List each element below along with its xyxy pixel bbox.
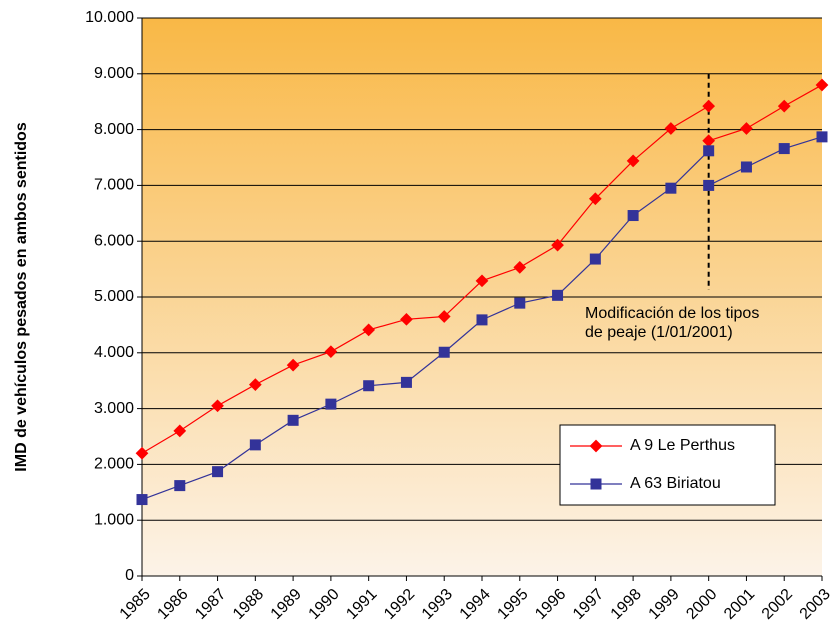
- x-tick-label: 1994: [457, 586, 494, 623]
- legend-box: [559, 424, 776, 506]
- point: [627, 210, 639, 222]
- point: [552, 289, 564, 301]
- x-tick-label: 1993: [419, 586, 456, 623]
- legend-marker: [590, 478, 602, 490]
- x-tick-label: 1998: [608, 586, 645, 623]
- point: [211, 399, 224, 413]
- x-tick-label: 1991: [343, 586, 380, 623]
- point: [174, 480, 186, 492]
- x-tick-label: 1995: [494, 586, 531, 623]
- point: [173, 424, 187, 438]
- y-tick-label: 7.000: [94, 177, 134, 194]
- point: [212, 466, 224, 478]
- series-line: [141, 136, 823, 501]
- point: [740, 161, 752, 173]
- point: [286, 358, 300, 372]
- point: [287, 414, 299, 426]
- x-tick-label: 1990: [306, 586, 343, 623]
- y-tick-label: 10.000: [85, 9, 134, 26]
- point: [324, 345, 338, 359]
- legend-label: A 9 Le Perthus: [630, 437, 735, 454]
- x-tick-label: 2003: [797, 586, 834, 623]
- point: [778, 143, 790, 155]
- point: [476, 314, 488, 326]
- y-tick-label: 8.000: [94, 121, 134, 138]
- x-tick-label: 1999: [646, 586, 683, 623]
- y-tick-label: 3.000: [94, 400, 134, 417]
- point: [135, 446, 149, 460]
- x-tick-label: 2000: [683, 586, 720, 623]
- y-tick-label: 0: [125, 567, 134, 584]
- point: [589, 253, 601, 265]
- point: [703, 145, 715, 157]
- point: [475, 274, 489, 288]
- x-tick-label: 1997: [570, 586, 607, 623]
- y-tick-label: 5.000: [94, 288, 134, 305]
- point: [363, 380, 375, 392]
- x-tick-label: 1986: [154, 586, 191, 623]
- y-tick-label: 2.000: [94, 456, 134, 473]
- point: [665, 182, 677, 194]
- point: [362, 323, 376, 337]
- annotation-text: de peaje (1/01/2001): [585, 324, 733, 341]
- point: [249, 439, 261, 451]
- x-tick-label: 1985: [117, 586, 154, 623]
- point: [325, 398, 337, 410]
- point: [514, 297, 526, 309]
- point: [438, 346, 450, 358]
- x-tick-label: 2001: [721, 586, 758, 623]
- y-tick-label: 9.000: [94, 65, 134, 82]
- y-axis-label: IMD de vehículos pesados en ambos sentid…: [13, 122, 30, 472]
- annotation-text: Modificación de los tipos: [585, 305, 759, 322]
- point: [703, 179, 715, 191]
- x-tick-label: 1989: [268, 586, 305, 623]
- point: [437, 310, 451, 323]
- x-tick-label: 2002: [759, 586, 796, 623]
- y-tick-label: 1.000: [94, 511, 134, 528]
- point: [136, 494, 148, 506]
- x-tick-label: 1988: [230, 586, 267, 623]
- y-tick-label: 4.000: [94, 344, 134, 361]
- series-line: [141, 84, 823, 454]
- point: [816, 131, 828, 143]
- x-tick-label: 1996: [532, 586, 569, 623]
- x-tick-label: 1992: [381, 586, 418, 623]
- point: [400, 312, 413, 326]
- point: [400, 376, 412, 388]
- legend-label: A 63 Biriatou: [630, 475, 721, 492]
- x-tick-label: 1987: [192, 586, 229, 623]
- y-tick-label: 6.000: [94, 232, 134, 249]
